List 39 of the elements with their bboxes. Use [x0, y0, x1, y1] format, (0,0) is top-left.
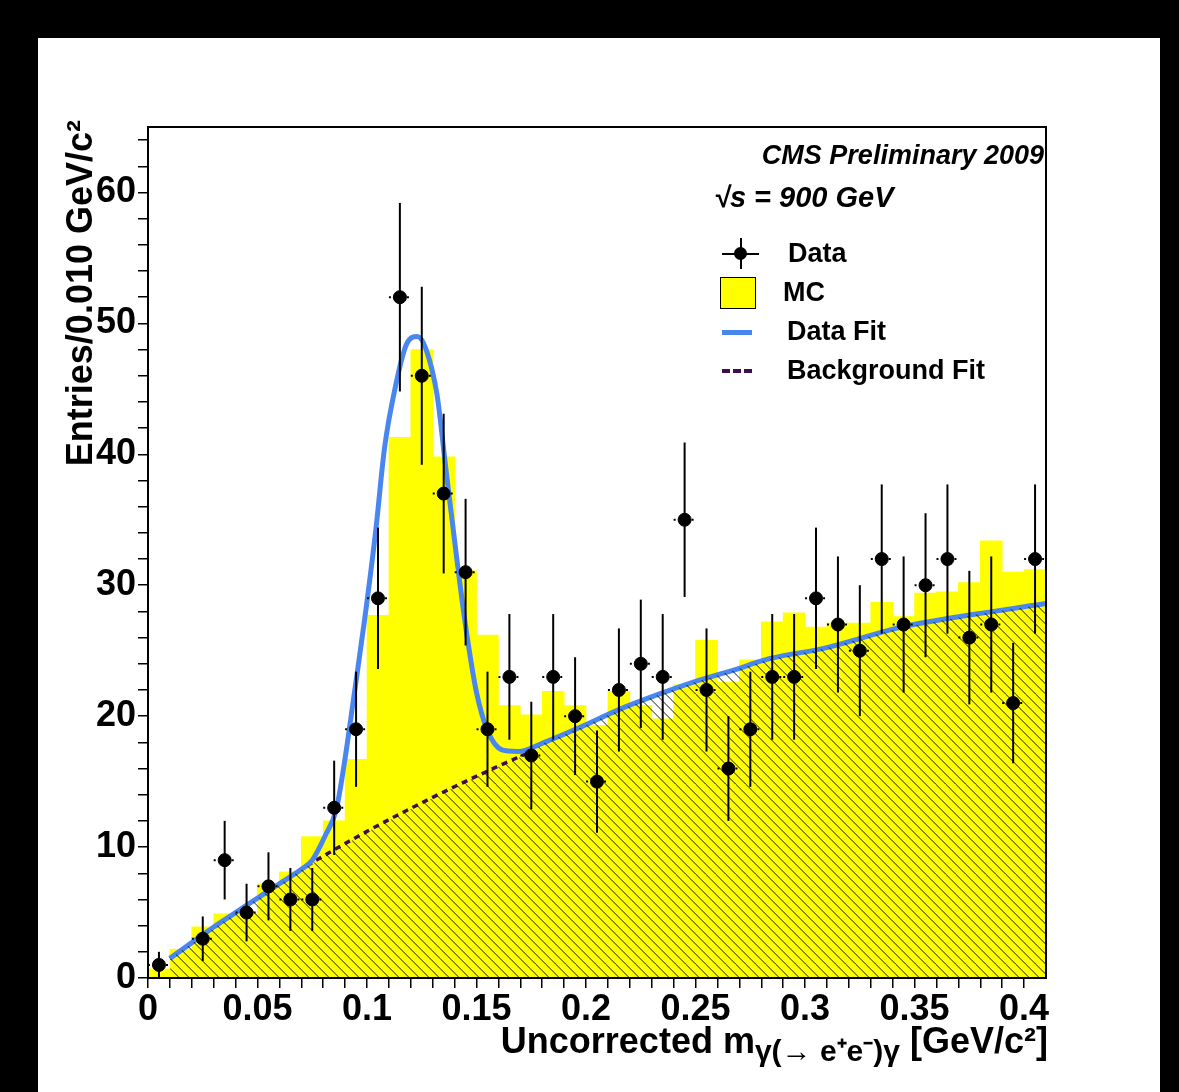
point — [349, 722, 364, 737]
point — [1028, 552, 1043, 567]
point — [809, 591, 824, 606]
point — [677, 512, 692, 527]
x-tick-label: 0.05 — [222, 986, 293, 1028]
point — [830, 617, 845, 632]
legend-label: Data — [788, 238, 847, 269]
point — [261, 879, 276, 894]
y-tick-label: 30 — [95, 562, 136, 604]
point — [370, 591, 385, 606]
point — [392, 290, 407, 305]
legend-label: Data Fit — [787, 316, 887, 347]
point — [896, 617, 911, 632]
point — [480, 722, 495, 737]
point — [568, 709, 583, 724]
y-tick-label: 10 — [95, 824, 136, 865]
point — [151, 957, 166, 972]
point — [414, 368, 429, 383]
y-tick-label: 20 — [95, 693, 136, 735]
annotation: CMS Preliminary 2009 — [760, 140, 1044, 171]
y-tick-label: 0 — [115, 954, 136, 996]
point — [458, 565, 473, 580]
point — [546, 669, 561, 684]
point — [633, 656, 648, 671]
annotation: √s = 900 GeV — [714, 181, 897, 214]
point — [217, 853, 232, 868]
legend-label: Background Fit — [787, 355, 986, 386]
y-tick-label: 60 — [95, 169, 136, 211]
point — [874, 552, 889, 567]
point — [918, 578, 933, 593]
x-tick-label: 0.1 — [342, 986, 393, 1028]
legend-label: MC — [783, 277, 825, 308]
point — [611, 682, 626, 697]
point — [940, 552, 955, 567]
point — [502, 669, 517, 684]
y-tick-label: 50 — [95, 300, 136, 342]
point — [436, 486, 451, 501]
point — [655, 669, 670, 684]
point — [327, 800, 342, 815]
